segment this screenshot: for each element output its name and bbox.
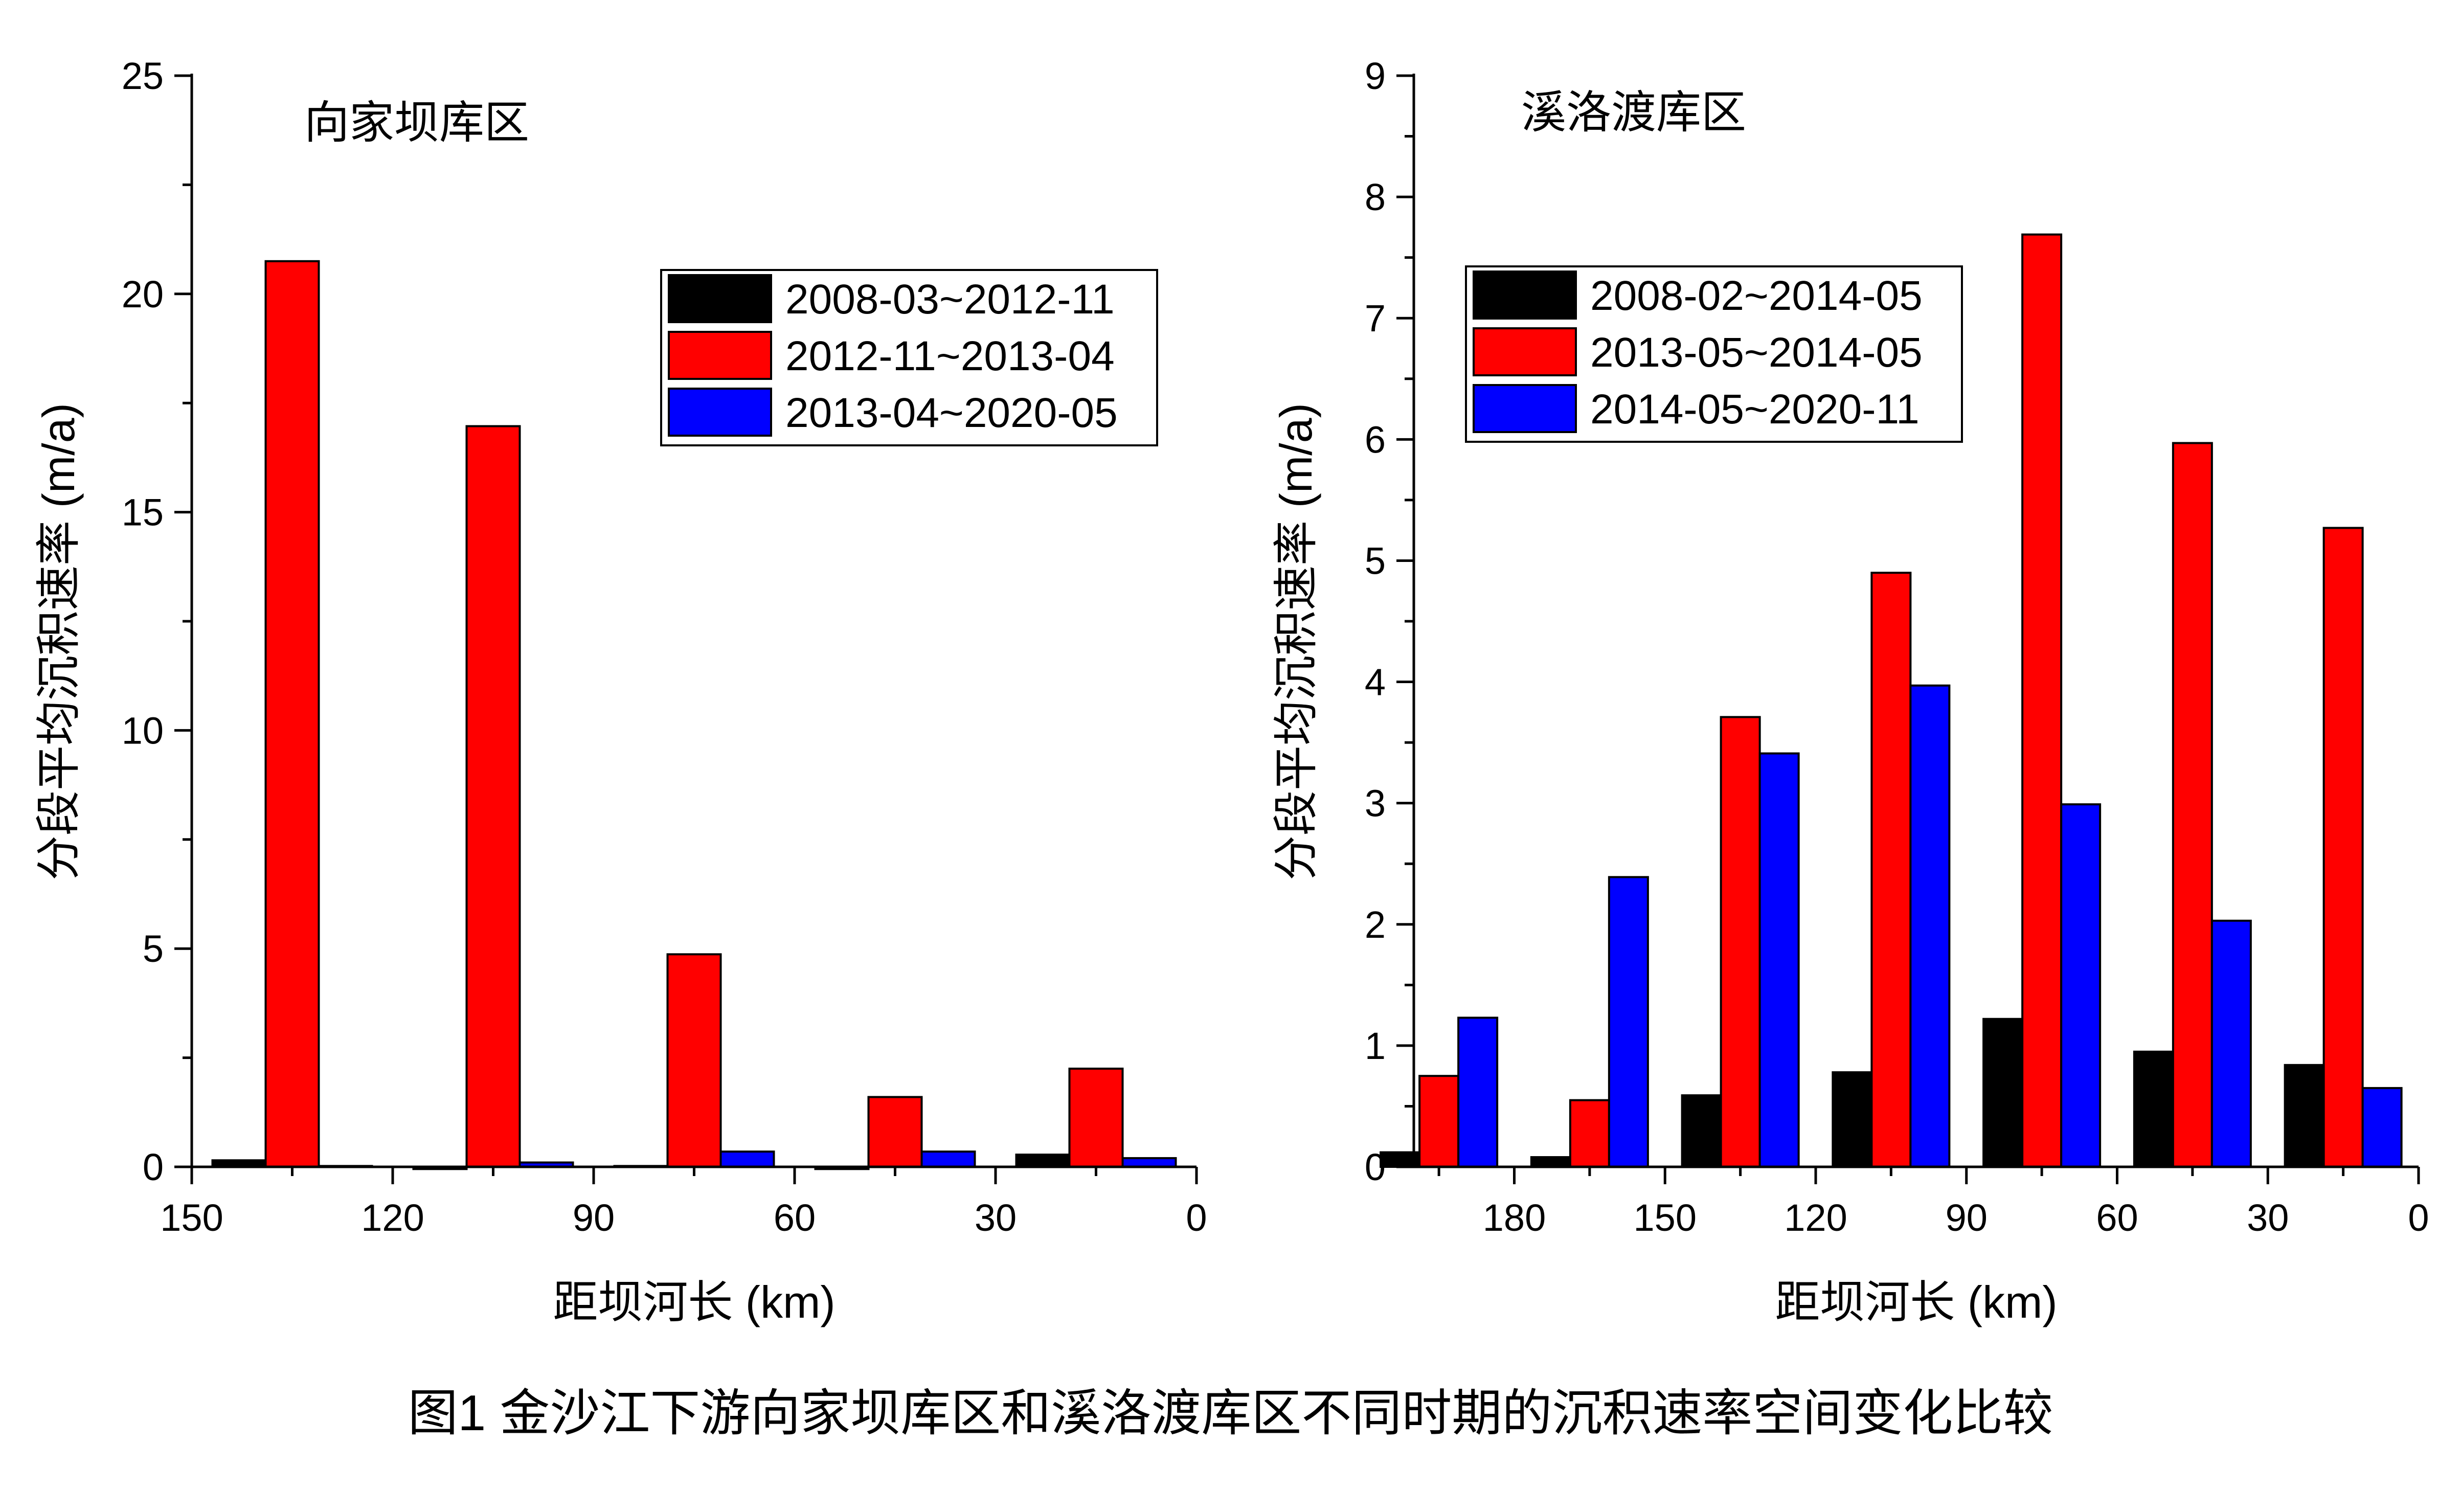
legend: 2008-02~2014-05 2013-05~2014-05 2014-05~20… <box>1465 265 1963 443</box>
bar <box>2210 919 2252 1168</box>
legend-label: 2013-05~2014-05 <box>1590 329 1923 376</box>
bar <box>1720 716 1761 1168</box>
y-tick-label: 3 <box>1365 782 1386 825</box>
y-tick-label: 2 <box>1365 904 1386 946</box>
bar <box>1569 1099 1610 1168</box>
bar <box>1608 876 1649 1168</box>
legend-swatch <box>668 331 772 380</box>
x-tick-label: 0 <box>2408 1197 2429 1239</box>
y-tick-label: 9 <box>1365 55 1386 97</box>
bar <box>1909 684 1951 1168</box>
y-axis-title: 分段平均沉积速率 (m/a) <box>1271 403 1321 881</box>
x-tick-label: 150 <box>1634 1197 1697 1239</box>
legend-swatch <box>668 274 772 323</box>
bar <box>1758 752 1800 1168</box>
legend-swatch <box>1473 270 1577 320</box>
panel-title: 溪洛渡库区 <box>1521 87 1746 138</box>
x-axis-title: 距坝河长 (km) <box>1775 1277 2057 1327</box>
panel-title: 向家坝库区 <box>304 97 529 148</box>
legend-label: 2014-05~2020-11 <box>1590 386 1920 433</box>
bar <box>465 425 521 1168</box>
bar <box>1121 1157 1177 1168</box>
bar <box>1015 1154 1071 1168</box>
y-tick-label: 0 <box>143 1146 164 1188</box>
bar <box>1681 1094 1722 1168</box>
bar <box>1832 1071 1873 1168</box>
figure-caption: 图1 金沙江下游向家坝库区和溪洛渡库区不同时期的沉积速率空间变化比较 <box>408 1385 2053 1441</box>
y-tick-label: 8 <box>1365 176 1386 218</box>
bar <box>1068 1067 1124 1168</box>
y-tick-label: 0 <box>1365 1146 1386 1188</box>
y-tick-label: 4 <box>1365 661 1386 704</box>
y-tick-label: 10 <box>122 709 164 752</box>
legend-swatch <box>1473 384 1577 433</box>
y-tick-label: 5 <box>143 928 164 970</box>
legend-swatch <box>1473 327 1577 376</box>
y-tick-label: 6 <box>1365 418 1386 461</box>
x-axis-title: 距坝河长 (km) <box>553 1277 835 1327</box>
bar <box>264 260 320 1168</box>
x-tick-label: 60 <box>2096 1197 2138 1239</box>
bar <box>920 1150 976 1168</box>
x-tick-label: 0 <box>1186 1197 1207 1239</box>
bar <box>2172 442 2213 1168</box>
x-tick-label: 60 <box>774 1197 816 1239</box>
chart-panel-xiangjiaba: 0 5 10 15 20 25 150 120 90 60 30 0 距坝河长 (km) 分段平均沉积速率… <box>33 55 1207 1327</box>
bar <box>1418 1075 1460 1168</box>
bar <box>2133 1050 2174 1168</box>
y-tick-label: 5 <box>1365 539 1386 582</box>
x-tick-label: 90 <box>1946 1197 1988 1239</box>
bar <box>2284 1064 2325 1168</box>
bar <box>1530 1156 1571 1168</box>
legend-label: 2012-11~2013-04 <box>785 333 1115 379</box>
bar <box>719 1150 775 1168</box>
y-tick-label: 25 <box>122 55 164 97</box>
y-tick-label: 20 <box>122 273 164 315</box>
y-tick-label: 7 <box>1365 297 1386 340</box>
bar <box>867 1096 923 1168</box>
bar <box>2021 233 2063 1168</box>
bar <box>1982 1018 2024 1168</box>
bar <box>2322 527 2364 1168</box>
bar <box>2060 803 2102 1168</box>
legend: 2008-03~2012-11 2012-11~2013-04 2013-04~20… <box>660 269 1158 446</box>
y-tick-label: 15 <box>122 491 164 534</box>
x-tick-label: 120 <box>1784 1197 1847 1239</box>
x-tick-label: 90 <box>573 1197 615 1239</box>
x-tick-label: 30 <box>975 1197 1017 1239</box>
chart-panel-xiluodu: 0 1 2 3 4 5 6 7 8 9 180 150 120 90 60 30 0 距坝河长 (km) 分段平均沉… <box>1271 55 2429 1327</box>
bar <box>666 953 722 1168</box>
bar <box>1870 572 1912 1168</box>
legend-label: 2008-03~2012-11 <box>785 276 1115 323</box>
bar <box>2361 1087 2403 1168</box>
x-tick-label: 30 <box>2247 1197 2289 1239</box>
bar <box>1457 1017 1499 1168</box>
x-tick-label: 180 <box>1483 1197 1546 1239</box>
legend-label: 2013-04~2020-05 <box>785 390 1118 436</box>
legend-label: 2008-02~2014-05 <box>1590 273 1923 319</box>
legend-swatch <box>668 388 772 437</box>
x-tick-label: 150 <box>160 1197 223 1239</box>
y-axis-title: 分段平均沉积速率 (m/a) <box>33 403 84 881</box>
y-tick-label: 1 <box>1365 1025 1386 1067</box>
x-tick-label: 120 <box>361 1197 424 1239</box>
